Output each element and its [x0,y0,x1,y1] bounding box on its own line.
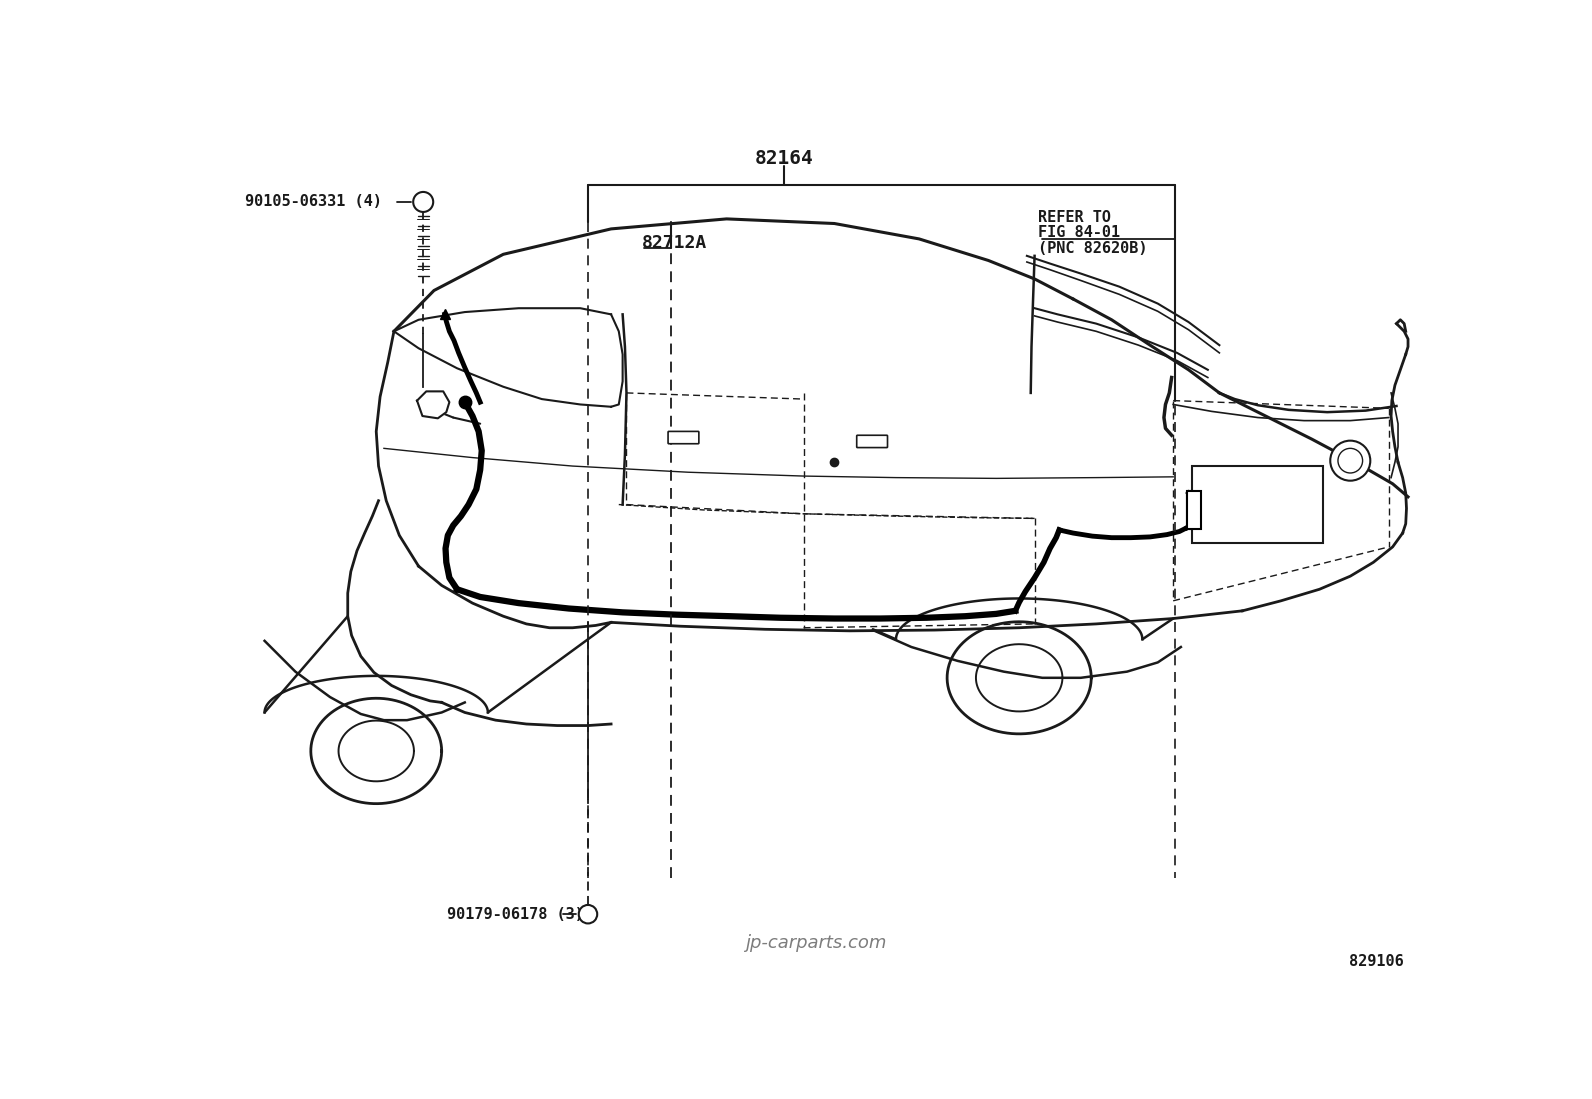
Polygon shape [417,391,449,419]
Circle shape [1337,448,1363,473]
Text: (PNC 82620B): (PNC 82620B) [1038,241,1148,256]
Text: 90105-06331 (4): 90105-06331 (4) [245,195,382,210]
Text: 90179-06178 (3): 90179-06178 (3) [447,907,584,922]
Text: FIG 84-01: FIG 84-01 [1038,225,1121,241]
Text: jp-carparts.com: jp-carparts.com [745,934,887,953]
Text: 82712A: 82712A [642,234,707,252]
Text: REFER TO: REFER TO [1038,210,1111,225]
FancyBboxPatch shape [669,432,699,444]
Bar [1188,490,1200,530]
Circle shape [414,192,433,212]
Circle shape [579,904,597,923]
FancyBboxPatch shape [856,435,887,447]
Bar [1192,466,1323,543]
Circle shape [1331,441,1371,480]
Text: 82164: 82164 [755,148,814,167]
Text: 829106: 829106 [1350,954,1404,968]
